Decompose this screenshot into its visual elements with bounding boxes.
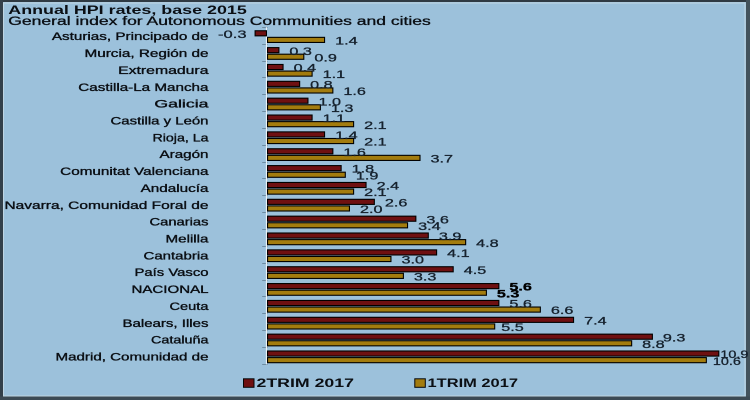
svg-text:Madrid, Comunidad de: Madrid, Comunidad de [56,351,209,363]
svg-text:1.9: 1.9 [356,170,379,182]
svg-text:3.0: 3.0 [402,255,425,267]
svg-text:Murcia, Región de: Murcia, Región de [85,48,209,60]
svg-text:NACIONAL: NACIONAL [132,284,209,296]
svg-text:Rioja, La: Rioja, La [153,132,210,144]
svg-text:2.0: 2.0 [360,204,383,216]
svg-text:Cantabria: Cantabria [144,250,210,262]
svg-text:2.1: 2.1 [364,137,387,149]
svg-text:7.4: 7.4 [584,315,607,327]
svg-text:General index for Autonomous C: General index for Autonomous Communities… [8,16,431,28]
svg-text:2.4: 2.4 [377,181,400,193]
svg-text:1.6: 1.6 [343,86,366,98]
svg-text:Aragón: Aragón [160,149,209,161]
svg-text:Asturias, Principado de: Asturias, Principado de [52,31,209,43]
svg-text:1.6: 1.6 [343,147,366,159]
svg-text:Annual HPI rates, base 2015: Annual HPI rates, base 2015 [8,5,247,17]
svg-text:1TRIM 2017: 1TRIM 2017 [428,378,519,390]
svg-text:5.3: 5.3 [497,288,520,300]
svg-text:0.4: 0.4 [294,63,317,75]
svg-text:5.6: 5.6 [509,299,532,311]
svg-text:1.4: 1.4 [335,36,358,48]
svg-text:6.6: 6.6 [551,305,574,317]
svg-text:3.4: 3.4 [418,221,441,233]
svg-text:Melilla: Melilla [166,233,210,245]
svg-text:4.5: 4.5 [464,265,487,277]
svg-text:1.0: 1.0 [319,96,342,108]
svg-text:1.4: 1.4 [335,130,358,142]
svg-text:2TRIM 2017: 2TRIM 2017 [257,378,355,390]
svg-text:2.6: 2.6 [385,197,408,209]
svg-text:Cataluña: Cataluña [151,335,210,347]
svg-text:3.7: 3.7 [431,153,454,165]
svg-text:1.1: 1.1 [323,69,346,81]
svg-text:Castilla-La Mancha: Castilla-La Mancha [78,82,209,94]
svg-text:5.5: 5.5 [501,322,524,334]
svg-text:8.8: 8.8 [642,339,665,351]
svg-text:Galicia: Galicia [154,99,210,111]
svg-text:2.1: 2.1 [364,187,387,199]
svg-text:10.6: 10.6 [713,356,741,368]
svg-text:10.9: 10.9 [720,349,748,361]
svg-text:Balears, Illes: Balears, Illes [123,318,210,330]
svg-text:0.8: 0.8 [310,79,333,91]
svg-text:0.9: 0.9 [314,52,337,64]
svg-text:Canarias: Canarias [150,217,210,229]
svg-text:País Vasco: País Vasco [135,267,209,279]
svg-text:3.3: 3.3 [414,271,437,283]
svg-text:Navarra, Comunidad Foral de: Navarra, Comunidad Foral de [5,200,209,212]
svg-text:3.9: 3.9 [439,231,462,243]
svg-text:5.6: 5.6 [509,282,532,294]
svg-text:Andalucía: Andalucía [141,183,210,195]
svg-text:9.3: 9.3 [663,332,686,344]
svg-text:0.3: 0.3 [289,46,312,58]
svg-text:1.1: 1.1 [323,113,346,125]
svg-text:3.6: 3.6 [426,214,449,226]
svg-text:-0.3: -0.3 [218,29,247,41]
svg-text:4.1: 4.1 [447,248,470,260]
svg-text:Extremadura: Extremadura [118,65,210,77]
svg-text:Ceuta: Ceuta [170,301,210,313]
svg-text:4.8: 4.8 [476,238,499,250]
svg-text:2.1: 2.1 [364,120,387,132]
svg-text:Castilla y León: Castilla y León [111,116,209,128]
svg-text:1.8: 1.8 [352,164,375,176]
svg-text:Comunitat Valenciana: Comunitat Valenciana [60,166,210,178]
svg-text:1.3: 1.3 [331,103,354,115]
